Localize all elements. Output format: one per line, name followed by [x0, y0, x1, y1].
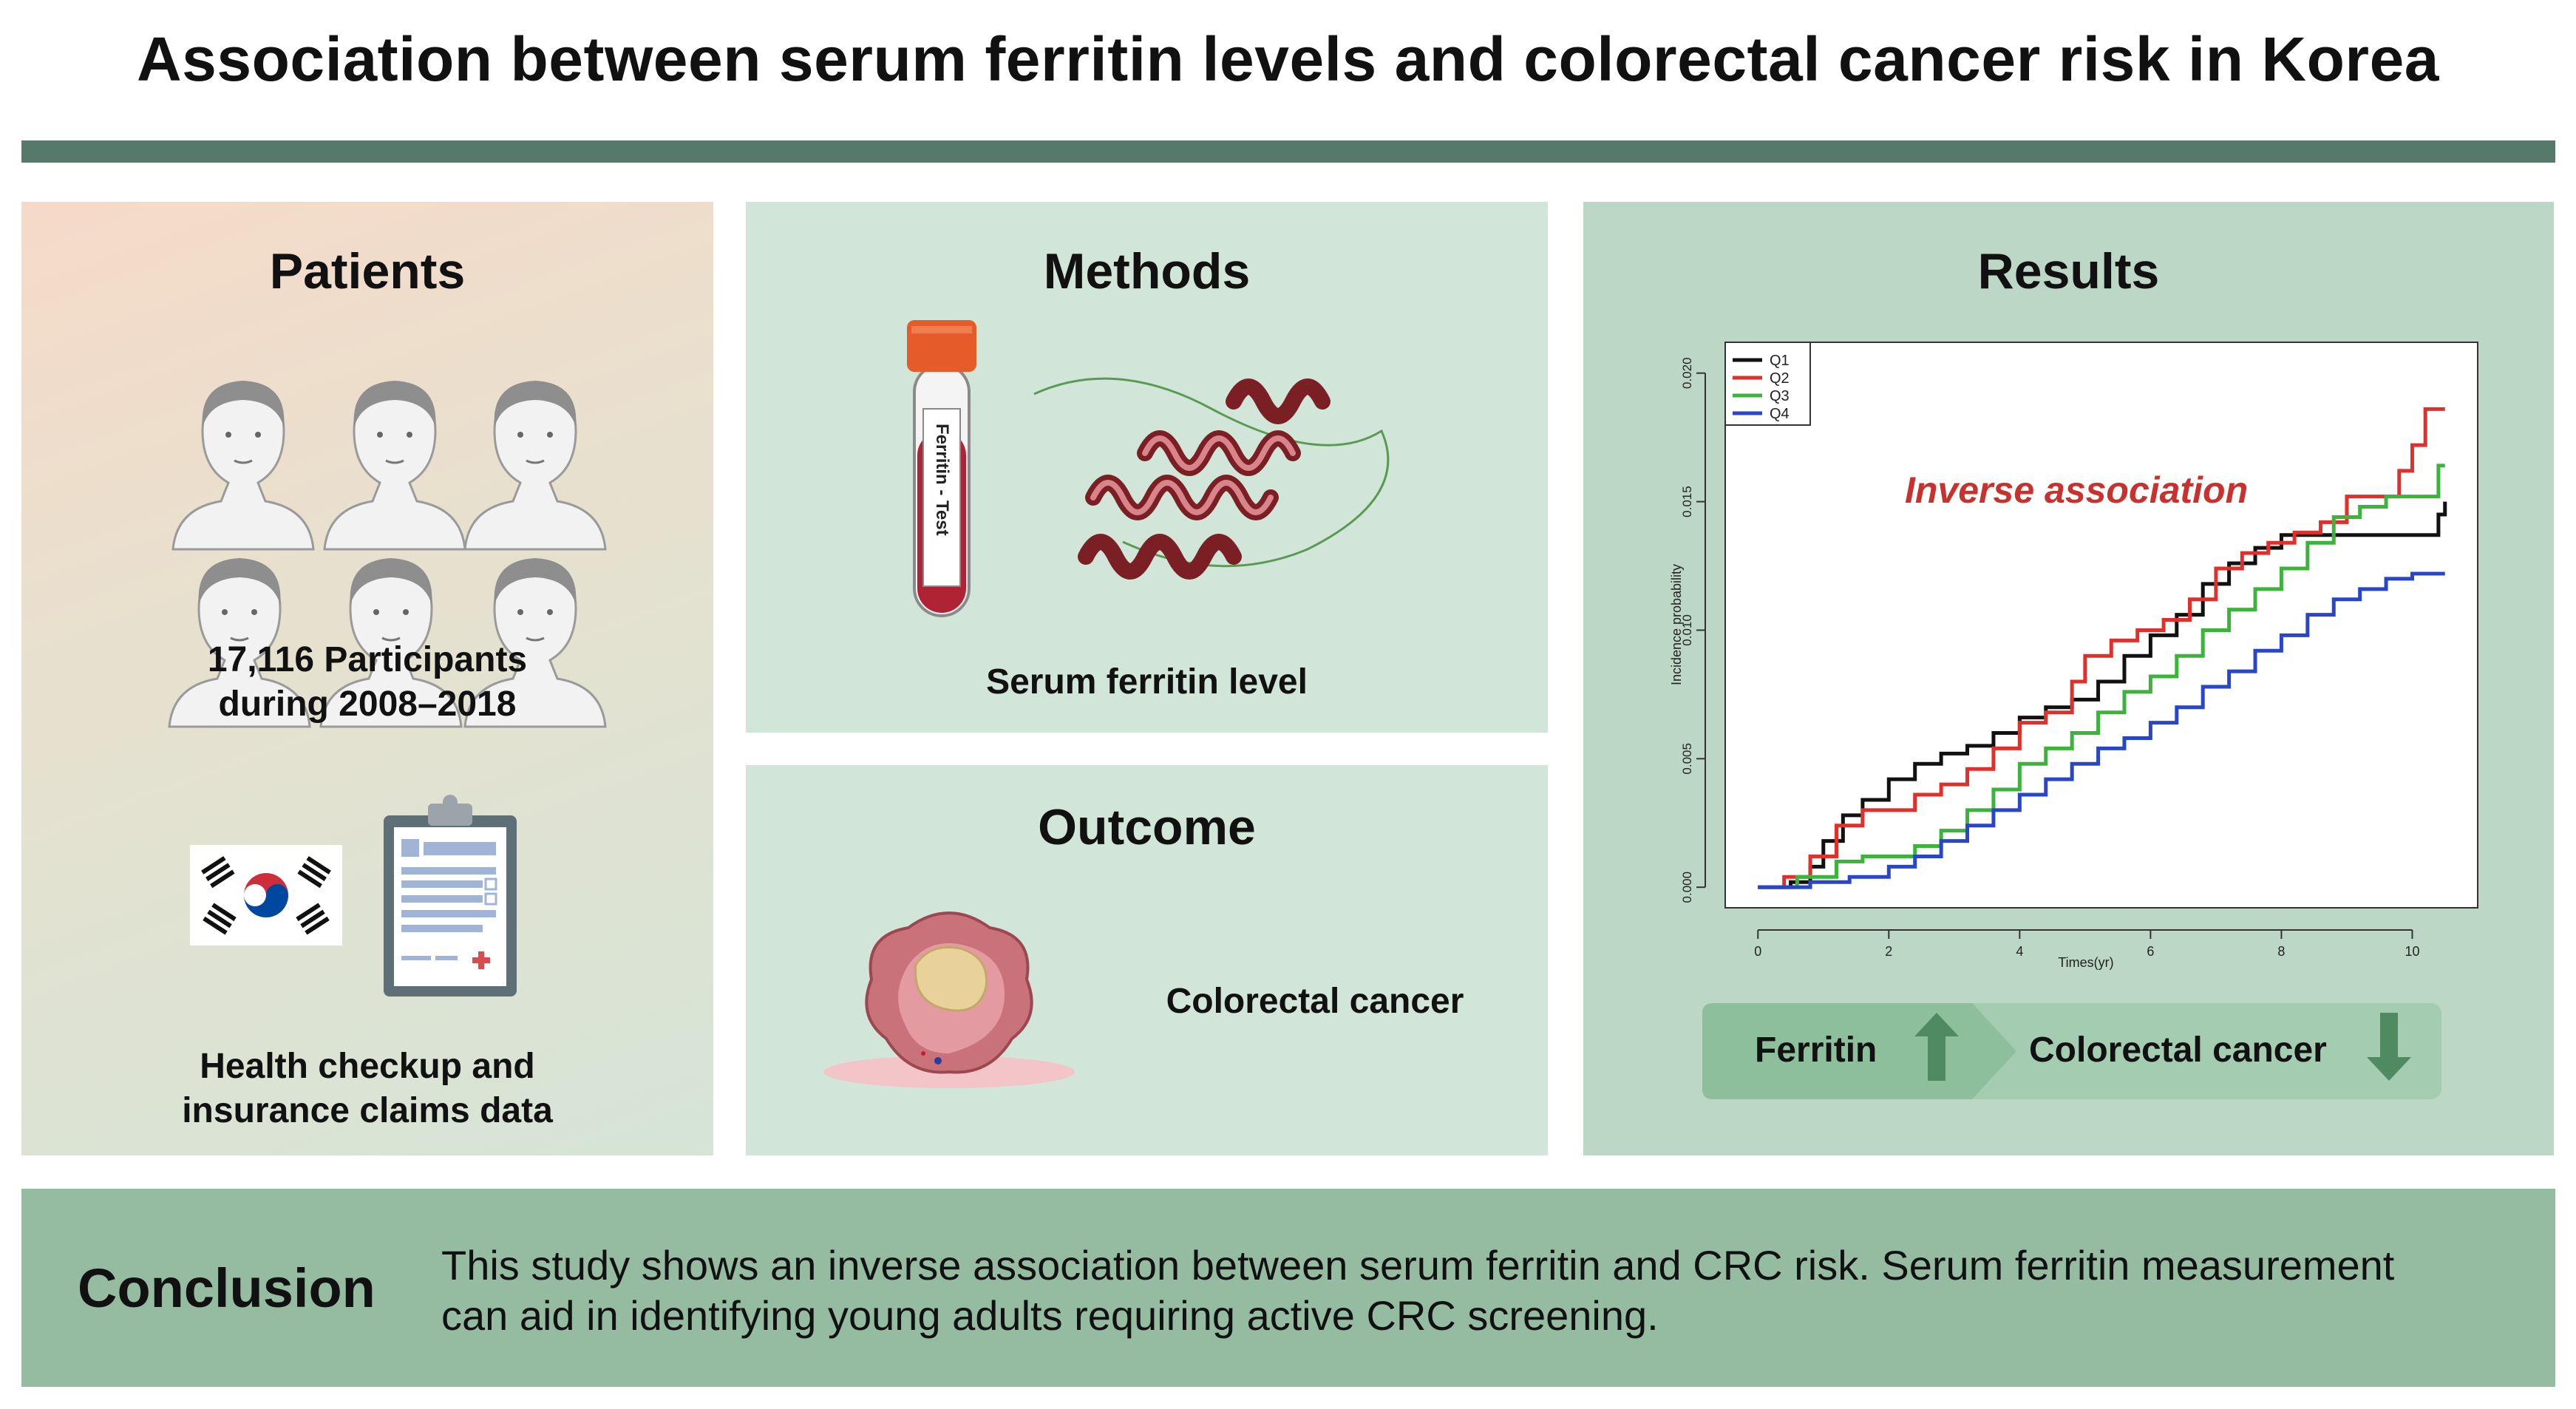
- methods-caption: Serum ferritin level: [986, 662, 1308, 702]
- participants-count: 17,116 Participants: [207, 640, 528, 679]
- participants-text: 17,116 Participants during 2008–2018: [21, 638, 713, 727]
- colorectal-cancer-label: Colorectal cancer: [2029, 1031, 2327, 1070]
- clipboard-icon: [384, 795, 517, 997]
- conclusion-panel: [21, 1189, 2555, 1387]
- outcome-heading: Outcome: [1038, 799, 1256, 855]
- methods-heading: Methods: [1043, 243, 1251, 299]
- conclusion-line2: can aid in identifying young adults requ…: [441, 1292, 1659, 1339]
- series-q4-line: [1758, 571, 2445, 889]
- inverse-association-annotation: Inverse association: [1905, 469, 2248, 511]
- x-tick-label: 8: [2277, 944, 2285, 959]
- ferritin-protein-icon: [1033, 377, 1390, 580]
- tube-label: Ferritin - Test: [932, 424, 952, 536]
- legend-label-q4: Q4: [1770, 406, 1790, 422]
- conclusion-line1: This study shows an inverse association …: [441, 1242, 2395, 1289]
- plot-area: [1724, 342, 2478, 909]
- conclusion-text: This study shows an inverse association …: [441, 1240, 2481, 1341]
- korea-flag-icon: [190, 845, 342, 945]
- y-tick-label: 0.015: [1680, 486, 1694, 517]
- x-tick-label: 10: [2405, 944, 2419, 959]
- colon-tumor-icon: [823, 911, 1075, 1088]
- legend-label-q3: Q3: [1770, 388, 1790, 404]
- data-source-line2: insurance claims data: [182, 1091, 553, 1130]
- x-tick-label: 2: [1885, 944, 1892, 959]
- ferritin-label: Ferritin: [1755, 1031, 1877, 1070]
- conclusion-label: Conclusion: [78, 1257, 375, 1319]
- y-tick-label: 0.000: [1680, 872, 1694, 903]
- people-group-icon: [168, 379, 607, 728]
- results-panel: Results 0 2 4 6 8 10 0.000 0.005 0.010 0.015 0.020…: [1583, 202, 2554, 1155]
- outcome-caption: Colorectal cancer: [1166, 982, 1464, 1021]
- y-tick-label: 0.005: [1680, 743, 1694, 775]
- ferritin-crc-arrow-banner: [1702, 1003, 2441, 1099]
- title-divider: [21, 140, 2555, 163]
- arrow-down-icon: [2367, 1013, 2411, 1081]
- results-heading: Results: [1977, 243, 2160, 299]
- patients-panel: Patients 17,116 Participants during 2008…: [21, 202, 713, 1155]
- y-axis-label: Incidence probability: [1669, 564, 1684, 685]
- legend-box: [1724, 342, 1811, 426]
- participants-period: during 2008–2018: [218, 685, 517, 724]
- legend-label-q1: Q1: [1770, 353, 1790, 369]
- x-tick-label: 4: [2016, 944, 2023, 959]
- data-source-text: Health checkup and insurance claims data: [21, 1045, 713, 1133]
- y-tick-label: 0.020: [1680, 357, 1694, 389]
- data-source-line1: Health checkup and: [200, 1047, 535, 1086]
- x-axis-label: Times(yr): [2058, 955, 2113, 970]
- y-tick-label: 0.010: [1680, 614, 1694, 646]
- methods-panel: Methods Ferritin - Test Serum ferritin l…: [746, 202, 1548, 733]
- patients-heading: Patients: [269, 243, 466, 299]
- x-tick-label: 0: [1754, 944, 1761, 959]
- legend-label-q2: Q2: [1770, 370, 1790, 387]
- outcome-panel: Outcome Colorectal cancer: [746, 765, 1548, 1155]
- arrow-up-icon: [1914, 1013, 1959, 1081]
- blood-tube-icon: Ferritin - Test: [907, 320, 976, 617]
- page-title: Association between serum ferritin level…: [137, 24, 2439, 94]
- x-tick-label: 6: [2147, 944, 2154, 959]
